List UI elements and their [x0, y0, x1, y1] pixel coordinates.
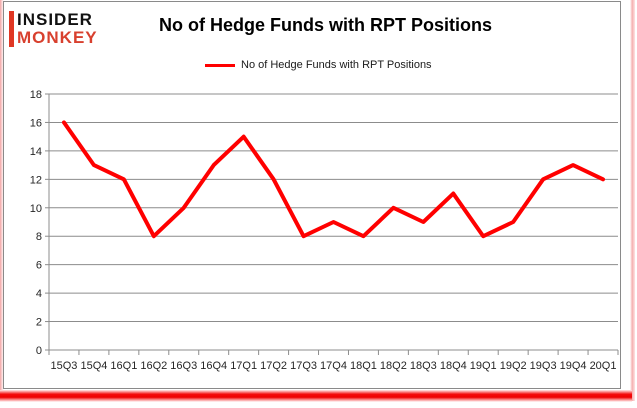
data-series-line [61, 120, 606, 239]
logo-word-monkey: MONKEY [17, 28, 98, 47]
x-tick-label: 18Q3 [410, 360, 437, 372]
y-tick-label: 6 [36, 260, 42, 272]
x-tick-label: 16Q1 [110, 360, 137, 372]
logo-text: INSIDER MONKEY [17, 11, 98, 47]
y-tick-label: 10 [30, 203, 42, 215]
x-tick-label: 15Q3 [51, 360, 78, 372]
y-tick-label: 16 [30, 117, 42, 129]
y-tick-label: 4 [36, 288, 42, 300]
y-tick-label: 14 [30, 146, 42, 158]
logo-word-insider: INSIDER [17, 10, 93, 29]
x-tick-label: 16Q2 [140, 360, 167, 372]
red-shadow-bottom [0, 390, 632, 402]
chart-card: INSIDER MONKEY No of Hedge Funds with RP… [3, 1, 621, 389]
insider-monkey-logo: INSIDER MONKEY [9, 11, 98, 47]
red-glow-left [0, 0, 4, 401]
x-tick-label: 19Q2 [500, 360, 527, 372]
x-tick-label: 17Q4 [320, 360, 347, 372]
logo-red-bar-icon [9, 11, 14, 47]
chart-title: No of Hedge Funds with RPT Positions [159, 15, 492, 35]
x-tick-label: 17Q1 [230, 360, 257, 372]
y-tick-label: 0 [36, 345, 42, 357]
x-tick-label: 18Q4 [440, 360, 467, 372]
red-glow-right [630, 0, 635, 401]
x-tick-label: 15Q4 [80, 360, 107, 372]
legend: No of Hedge Funds with RPT Positions [205, 59, 432, 71]
x-tick-label: 19Q4 [560, 360, 587, 372]
x-tick-label: 16Q4 [200, 360, 227, 372]
x-tick-label: 20Q1 [590, 360, 617, 372]
x-tick-label: 18Q2 [380, 360, 407, 372]
y-tick-label: 2 [36, 317, 42, 329]
y-tick-label: 12 [30, 174, 42, 186]
x-tick-label: 16Q3 [170, 360, 197, 372]
x-tick-label: 17Q3 [290, 360, 317, 372]
legend-label: No of Hedge Funds with RPT Positions [241, 59, 432, 71]
y-tick-label: 8 [36, 231, 42, 243]
x-tick-label: 18Q1 [350, 360, 377, 372]
x-tick-label: 19Q1 [470, 360, 497, 372]
legend-line-swatch-icon [205, 63, 235, 67]
x-tick-label: 17Q2 [260, 360, 287, 372]
x-tick-label: 19Q3 [530, 360, 557, 372]
y-tick-label: 18 [30, 89, 42, 101]
